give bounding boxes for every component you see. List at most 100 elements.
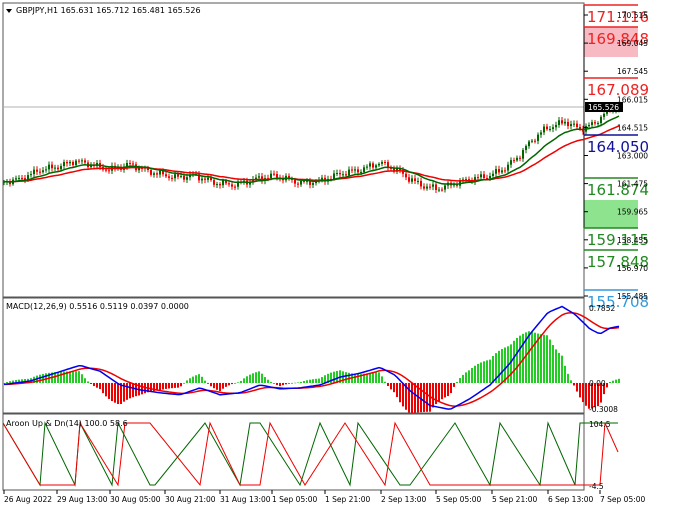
macd-histogram-bar — [600, 383, 602, 403]
candle-body — [231, 184, 233, 187]
macd-histogram-bar — [162, 383, 164, 390]
candle-body — [444, 185, 446, 190]
macd-histogram-bar — [312, 379, 314, 383]
macd-histogram-bar — [57, 371, 59, 383]
macd-histogram-bar — [9, 381, 11, 383]
macd-histogram-bar — [288, 383, 290, 384]
candle-body — [288, 175, 290, 179]
price-scale-label: 163.000 — [617, 152, 648, 161]
level-label: 159.115 — [587, 231, 649, 249]
candle-body — [438, 189, 440, 191]
candle-body — [168, 176, 170, 178]
candle-body — [60, 166, 62, 170]
candle-body — [543, 126, 545, 133]
macd-histogram-bar — [612, 380, 614, 383]
macd-histogram-bar — [87, 381, 89, 383]
macd-histogram-bar — [177, 383, 179, 388]
candle-body — [342, 174, 344, 176]
candle-body — [417, 180, 419, 182]
macd-histogram-bar — [66, 371, 68, 383]
candle-body — [522, 149, 524, 159]
candle-body — [72, 161, 74, 166]
candle-body — [216, 184, 218, 186]
price-scale-label: 167.545 — [617, 67, 648, 76]
candle-body — [297, 183, 299, 185]
macd-histogram-bar — [108, 383, 110, 399]
candle-body — [384, 162, 386, 164]
candle-body — [549, 128, 551, 130]
macd-signal-line — [4, 312, 620, 407]
macd-histogram-bar — [246, 376, 248, 383]
aroon-pane-frame[interactable] — [2, 413, 585, 491]
candle-body — [486, 178, 488, 180]
ma-fast-line — [3, 115, 620, 186]
macd-histogram-bar — [183, 383, 185, 384]
candle-body — [207, 177, 209, 180]
macd-scale-top: 0.7852 — [589, 304, 615, 313]
macd-histogram-bar — [258, 371, 260, 383]
candle-body — [534, 140, 536, 142]
time-axis-label: 30 Aug 05:00 — [110, 495, 161, 504]
macd-histogram-bar — [585, 383, 587, 406]
candle-body — [156, 173, 158, 175]
macd-histogram-bar — [81, 374, 83, 383]
candle-body — [252, 179, 254, 182]
macd-histogram-bar — [582, 383, 584, 403]
candle-body — [210, 177, 212, 181]
candle-body — [42, 170, 44, 173]
macd-histogram-bar — [276, 383, 278, 386]
macd-histogram-bar — [216, 383, 218, 390]
candle-body — [345, 174, 347, 176]
candle-body — [183, 175, 185, 180]
macd-histogram-bar — [237, 382, 239, 383]
level-label: 171.116 — [587, 8, 649, 26]
candle-body — [507, 164, 509, 171]
candle-body — [126, 162, 128, 167]
candle-body — [138, 167, 140, 171]
macd-histogram-bar — [198, 374, 200, 383]
candle-body — [351, 169, 353, 171]
macd-histogram-bar — [552, 345, 554, 383]
candle-body — [198, 174, 200, 181]
candle-body — [480, 174, 482, 178]
symbol-dropdown-icon[interactable] — [6, 9, 12, 13]
candle-body — [555, 124, 557, 128]
macd-histogram-bar — [489, 359, 491, 383]
macd-histogram-bar — [54, 372, 56, 383]
macd-histogram-bar — [597, 383, 599, 407]
candle-body — [390, 167, 392, 169]
candle-body — [537, 134, 539, 141]
macd-histogram-bar — [192, 376, 194, 383]
macd-histogram-bar — [432, 383, 434, 408]
macd-histogram-bar — [426, 383, 428, 412]
macd-histogram-bar — [558, 352, 560, 383]
candle-body — [249, 181, 251, 185]
macd-histogram-bar — [393, 383, 395, 393]
price-scale-label: 164.515 — [617, 123, 648, 132]
candle-body — [153, 173, 155, 175]
candle-body — [213, 180, 215, 185]
candle-body — [528, 141, 530, 147]
macd-histogram-bar — [126, 383, 128, 400]
candle-body — [228, 183, 230, 185]
macd-histogram-bar — [405, 383, 407, 410]
macd-main-line — [3, 305, 620, 410]
macd-histogram-bar — [315, 378, 317, 383]
macd-histogram-bar — [459, 378, 461, 383]
macd-scale-bottom: -0.3008 — [589, 405, 618, 414]
time-axis-label: 7 Sep 05:00 — [600, 495, 646, 504]
macd-histogram-bar — [243, 378, 245, 383]
macd-histogram-bar — [591, 383, 593, 409]
macd-histogram-bar — [588, 383, 590, 409]
macd-histogram-bar — [267, 379, 269, 383]
candle-body — [234, 186, 236, 188]
candle-body — [378, 163, 380, 166]
macd-histogram-bar — [297, 382, 299, 383]
price-pane-frame[interactable] — [2, 2, 585, 298]
macd-histogram-bar — [603, 383, 605, 395]
macd-histogram-bar — [249, 374, 251, 383]
macd-histogram-bar — [45, 373, 47, 383]
macd-histogram-bar — [123, 383, 125, 402]
